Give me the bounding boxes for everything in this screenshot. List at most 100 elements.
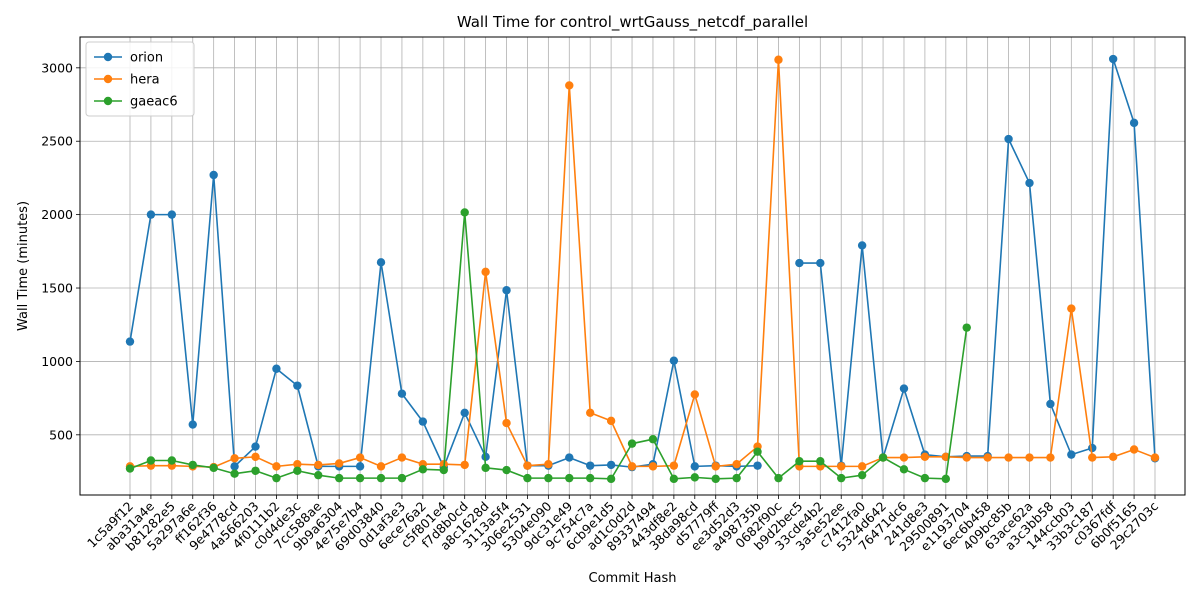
data-point-gaeac6 xyxy=(125,464,135,473)
data-point-gaeac6 xyxy=(314,470,323,480)
data-point-orion xyxy=(606,460,616,470)
legend-label-gaeac6: gaeac6 xyxy=(130,95,178,110)
data-point-orion xyxy=(1088,443,1097,453)
series-hera xyxy=(125,55,1160,472)
data-point-orion xyxy=(376,258,386,267)
data-point-gaeac6 xyxy=(648,435,658,444)
data-point-gaeac6 xyxy=(565,473,574,483)
grid-layer xyxy=(80,37,1185,495)
y-tick-layer: 500 1000 1500 2000 2500 3000 xyxy=(41,60,80,442)
data-point-hera xyxy=(586,408,595,417)
data-point-gaeac6 xyxy=(272,473,281,483)
data-point-hera xyxy=(481,267,490,277)
data-point-orion xyxy=(669,356,679,365)
data-point-hera xyxy=(1150,453,1160,462)
data-point-hera xyxy=(920,452,930,462)
data-point-orion xyxy=(460,408,469,417)
data-point-gaeac6 xyxy=(753,447,762,456)
data-point-orion xyxy=(251,442,260,451)
data-point-gaeac6 xyxy=(774,473,783,483)
data-point-hera xyxy=(397,453,407,462)
data-point-gaeac6 xyxy=(293,466,302,475)
data-point-orion xyxy=(565,453,574,462)
data-point-orion xyxy=(795,258,804,268)
data-point-orion xyxy=(209,170,218,180)
data-point-hera xyxy=(627,462,637,471)
data-point-hera xyxy=(314,460,323,470)
data-point-hera xyxy=(460,460,469,470)
data-point-gaeac6 xyxy=(837,473,846,483)
data-point-orion xyxy=(188,420,197,429)
legend-marker-gaeac6 xyxy=(103,96,113,106)
data-point-gaeac6 xyxy=(251,466,260,475)
series-line-orion xyxy=(799,58,1156,467)
data-point-hera xyxy=(334,459,344,468)
series-orion xyxy=(125,54,1160,472)
data-point-hera xyxy=(565,81,574,90)
data-point-hera xyxy=(1025,453,1034,462)
data-point-orion xyxy=(1025,178,1034,188)
data-point-orion xyxy=(816,258,825,268)
data-point-gaeac6 xyxy=(899,465,909,474)
y-tick-label: 500 xyxy=(49,427,73,442)
data-point-gaeac6 xyxy=(460,208,469,217)
data-point-gaeac6 xyxy=(962,323,971,332)
legend-marker-orion xyxy=(103,52,113,62)
x-axis-title: Commit Hash xyxy=(589,571,677,586)
data-point-gaeac6 xyxy=(857,470,867,480)
data-point-orion xyxy=(146,210,156,219)
data-point-hera xyxy=(669,461,679,470)
data-point-gaeac6 xyxy=(502,465,511,475)
data-point-hera xyxy=(690,390,699,399)
data-point-hera xyxy=(272,462,281,471)
data-point-gaeac6 xyxy=(732,473,741,483)
data-point-hera xyxy=(230,454,239,463)
legend-label-orion: orion xyxy=(130,51,163,66)
data-point-orion xyxy=(293,381,302,390)
data-point-hera xyxy=(1129,445,1139,454)
data-point-gaeac6 xyxy=(334,473,344,483)
data-point-hera xyxy=(523,461,532,470)
data-point-gaeac6 xyxy=(481,463,490,473)
data-point-hera xyxy=(251,452,260,462)
data-point-hera xyxy=(648,462,658,471)
data-point-gaeac6 xyxy=(669,474,679,484)
data-point-gaeac6 xyxy=(188,460,197,470)
plot-frame xyxy=(79,36,1186,496)
data-point-hera xyxy=(774,55,783,64)
y-tick-label: 3000 xyxy=(41,60,73,75)
data-point-hera xyxy=(544,459,553,469)
data-point-orion xyxy=(418,417,428,426)
data-point-orion xyxy=(857,241,867,250)
data-point-orion xyxy=(481,452,490,462)
data-point-gaeac6 xyxy=(941,474,951,484)
data-point-hera xyxy=(983,453,992,462)
data-point-gaeac6 xyxy=(397,473,407,483)
data-point-orion xyxy=(230,462,239,471)
data-point-orion xyxy=(355,462,365,471)
data-point-hera xyxy=(1046,453,1055,462)
data-point-gaeac6 xyxy=(711,474,720,484)
data-point-orion xyxy=(397,389,407,398)
data-point-gaeac6 xyxy=(690,473,699,482)
data-point-gaeac6 xyxy=(523,473,532,483)
data-point-gaeac6 xyxy=(878,453,888,462)
legend-box xyxy=(85,41,195,117)
data-point-orion xyxy=(1129,118,1139,128)
data-point-orion xyxy=(1067,450,1076,459)
y-tick-label: 2000 xyxy=(41,207,73,222)
data-point-hera xyxy=(293,459,302,469)
data-point-hera xyxy=(1004,453,1013,462)
data-point-gaeac6 xyxy=(544,473,553,483)
data-point-orion xyxy=(272,364,281,373)
data-point-orion xyxy=(690,462,699,471)
data-point-gaeac6 xyxy=(209,463,218,473)
data-point-hera xyxy=(376,462,386,471)
y-axis-title: Wall Time (minutes) xyxy=(16,201,31,331)
legend: orion hera gaeac6 xyxy=(85,41,195,117)
data-point-gaeac6 xyxy=(627,439,637,448)
data-point-orion xyxy=(753,461,762,470)
data-point-hera xyxy=(711,462,720,471)
data-point-gaeac6 xyxy=(146,456,156,465)
